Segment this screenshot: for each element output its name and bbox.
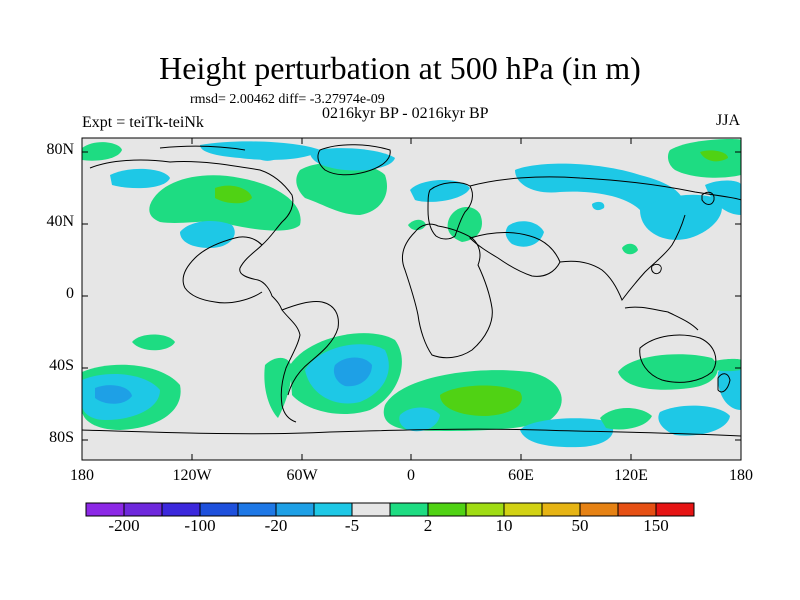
colorbar-swatch — [123, 502, 163, 517]
anomaly-negative-dateline-south — [717, 362, 741, 410]
season-label: JJA — [716, 112, 741, 129]
x-tick-label: 120W — [172, 467, 212, 484]
experiment-label: Expt = teiTk-teiNk — [82, 114, 204, 131]
anomaly-negative-greenland — [310, 148, 395, 171]
x-tick-label: 60W — [286, 467, 318, 484]
x-tick-label: 180 — [729, 467, 753, 484]
anomaly-positive-atlantic-north — [296, 162, 388, 215]
anomaly-negative-scandinavia — [410, 179, 470, 202]
y-tick-label: 80N — [46, 141, 74, 158]
anomaly-negative-southern-indian — [520, 418, 614, 448]
colorbar-label: -20 — [264, 516, 288, 535]
anomaly-negative-pacific-north — [640, 194, 722, 240]
stats-line: rmsd= 2.00462 diff= -3.27974e-09 — [190, 92, 385, 107]
anomaly-negative-eurasia-arctic — [515, 163, 684, 222]
anomaly-positive-south-indian-core — [440, 385, 522, 416]
colorbar-label: 150 — [643, 516, 669, 535]
colorbar-swatch — [465, 502, 505, 517]
colorbar-label: -5 — [344, 516, 360, 535]
colorbar-swatch — [503, 502, 543, 517]
x-tick-label: 60E — [508, 467, 534, 484]
anomaly-negative-us-east — [180, 220, 235, 248]
anomaly-positive-china — [622, 243, 638, 255]
anomaly-positive-arctic-east-core — [700, 150, 728, 162]
y-tick-label: 40N — [46, 213, 74, 230]
colorbar-swatch — [199, 502, 239, 517]
colorbar-swatch — [579, 502, 619, 517]
anomaly-negative-alaska — [110, 168, 170, 189]
colorbar-label: 50 — [571, 516, 589, 535]
coastlines — [82, 144, 741, 437]
x-tick-label: 0 — [407, 467, 415, 484]
colorbar-label: -100 — [184, 516, 216, 535]
anomaly-negative-siberia-east — [705, 180, 741, 215]
anomaly-positive-atlantic-iberia — [408, 219, 426, 231]
colorbar-swatch — [313, 502, 353, 517]
anomaly-positive-se-pacific — [264, 357, 292, 418]
anomaly-negative-arabia — [505, 221, 544, 247]
colorbar-swatch — [655, 502, 695, 517]
anomaly-positive-arctic-na — [82, 142, 122, 161]
x-tick-label: 180 — [70, 467, 94, 484]
colorbar-swatch — [351, 502, 391, 517]
anomaly-negative-south-pacific-core — [95, 385, 132, 404]
colorbar-swatch — [389, 502, 429, 517]
y-tick-label: 0 — [66, 285, 74, 302]
y-tick-label: 80S — [49, 429, 74, 446]
anomaly-positive-na-core — [215, 185, 252, 204]
colorbar-label: -200 — [108, 516, 140, 535]
colorbar-label: 2 — [423, 516, 433, 535]
colorbar — [85, 502, 695, 517]
frame-ticks — [82, 138, 741, 460]
anomaly-positive-north-america — [149, 175, 301, 231]
colorbar-swatch — [427, 502, 467, 517]
colorbar-swatch — [275, 502, 315, 517]
map-frame — [81, 137, 742, 461]
colorbar-swatch — [617, 502, 657, 517]
map-subtitle: 0216kyr BP - 0216kyr BP — [322, 105, 489, 122]
colorbar-swatch — [161, 502, 201, 517]
anomaly-positive-south-pacific — [132, 334, 175, 351]
colorbar-swatch — [541, 502, 581, 517]
anomaly-negative-south-africa-south — [399, 407, 440, 432]
colorbar-swatch — [85, 502, 125, 517]
anomaly-negative-baffin — [250, 148, 279, 161]
anomaly-positive-arctic-east — [667, 139, 741, 178]
x-tick-label: 120E — [614, 467, 648, 484]
anomaly-positive-new-zealand — [600, 407, 652, 430]
anomaly-negative-central-asia — [592, 201, 605, 211]
colorbar-label: 10 — [495, 516, 513, 535]
colorbar-swatch — [237, 502, 277, 517]
y-tick-label: 40S — [49, 357, 74, 374]
anomaly-negative-southern-ocean-east — [658, 405, 730, 436]
anomaly-negative-south-atlantic-core — [333, 357, 372, 387]
map-title: Height perturbation at 500 hPa (in m) — [159, 50, 641, 86]
